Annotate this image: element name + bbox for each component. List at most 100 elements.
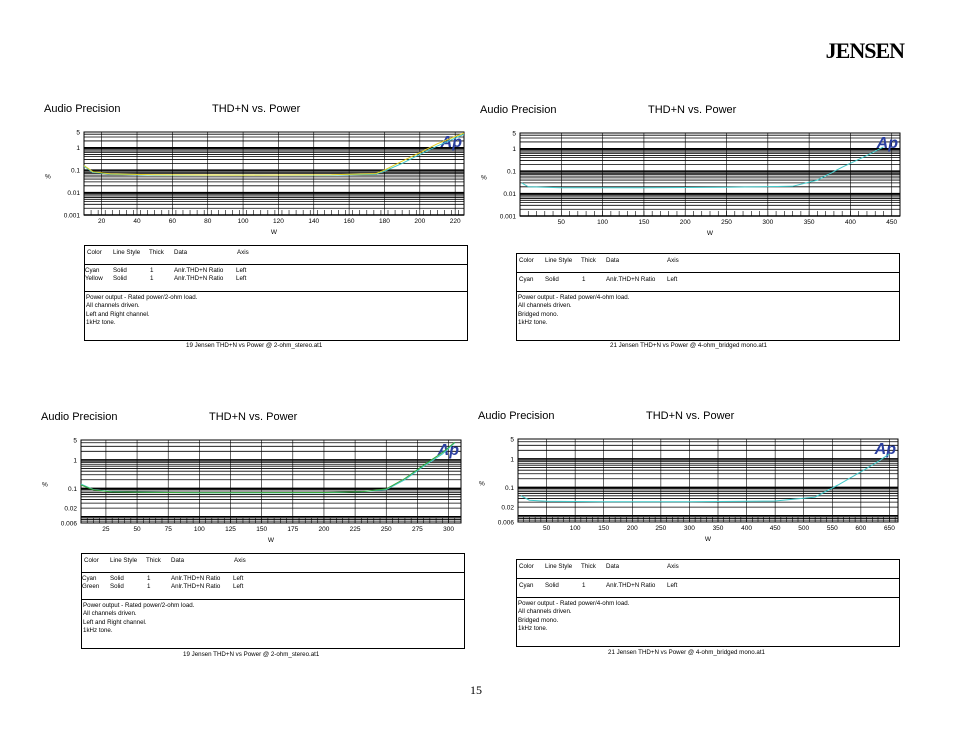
note-line: All channels driven. (83, 610, 137, 617)
legend-col-style: Line Style (113, 249, 141, 256)
x-tick-label: 200 (414, 218, 425, 225)
y-axis-label: % (479, 481, 485, 488)
y-axis-label: % (42, 482, 48, 489)
note-line: Left and Right channel. (83, 619, 147, 626)
note-line: All channels driven. (518, 608, 572, 615)
x-tick-label: 50 (133, 526, 141, 533)
legend-cell: 1 (150, 267, 154, 274)
legend-cell: Anlr.THD+N Ratio (174, 275, 224, 282)
legend-rows: Cyan Solid 1 Anlr.THD+N Ratio Left Green… (82, 573, 464, 600)
legend-col-thick: Thick (581, 257, 596, 264)
note-line: Power output - Rated power/2-ohm load. (83, 602, 195, 609)
x-tick-label: 175 (287, 526, 298, 533)
y-axis-label: % (45, 174, 51, 181)
y-tick-label: 5 (510, 437, 514, 444)
legend-notes: Power output - Rated power/4-ohm load. A… (517, 598, 899, 646)
y-tick-label: 0.02 (64, 506, 77, 513)
legend-cell: Solid (110, 583, 124, 590)
legend-cell: Left (667, 276, 678, 283)
file-footer: 21 Jensen THD+N vs Power @ 4-ohm_bridged… (610, 342, 767, 349)
series-line-cyan (520, 453, 890, 503)
note-line: 1kHz tone. (86, 319, 116, 326)
file-footer: 21 Jensen THD+N vs Power @ 4-ohm_bridged… (608, 649, 765, 656)
note-line: Bridged mono. (518, 311, 559, 318)
x-tick-label: 60 (169, 218, 177, 225)
x-tick-label: 80 (204, 218, 212, 225)
legend-rows: Cyan Solid 1 Anlr.THD+N Ratio Left (517, 273, 899, 292)
x-axis-label: W (271, 229, 278, 236)
legend-rows: Cyan Solid 1 Anlr.THD+N Ratio Left Yello… (85, 265, 467, 292)
legend-col-style: Line Style (110, 557, 138, 564)
x-tick-label: 75 (165, 526, 173, 533)
ap-logo-icon: Ap (437, 442, 460, 459)
x-tick-label: 300 (684, 525, 695, 532)
legend-cell: 1 (150, 275, 154, 282)
thd-chart-1: 0.001 0.01 0.1 1 5 20 40 60 80 100 120 140 160 180 200… (45, 130, 465, 236)
y-tick-label: 0.006 (498, 520, 515, 527)
legend-col-thick: Thick (581, 563, 596, 570)
x-tick-label: 220 (450, 218, 461, 225)
x-tick-label: 250 (381, 526, 392, 533)
x-tick-label: 400 (741, 525, 752, 532)
legend-cell: Left (236, 267, 247, 274)
series-line-yellow (83, 132, 465, 176)
chart-panel-1: Audio Precision THD+N vs. Power 0.001 0.0… (40, 100, 470, 400)
legend-box: Color Line Style Thick Data Axis Cyan So… (84, 245, 468, 341)
x-tick-label: 350 (804, 219, 815, 226)
legend-cell: Cyan (519, 582, 534, 589)
x-tick-label: 450 (770, 525, 781, 532)
legend-header: Color Line Style Thick Data Axis (517, 254, 899, 273)
audio-precision-label: Audio Precision (44, 103, 121, 115)
chart-title: THD+N vs. Power (646, 410, 735, 422)
legend-cell: Solid (545, 582, 559, 589)
x-tick-label: 250 (721, 219, 732, 226)
x-tick-label: 550 (827, 525, 838, 532)
series-line-cyan (521, 146, 884, 189)
chart-title: THD+N vs. Power (648, 104, 737, 116)
legend-cell: Anlr.THD+N Ratio (171, 575, 221, 582)
note-line: Bridged mono. (518, 617, 559, 624)
legend-header: Color Line Style Thick Data Axis (85, 246, 467, 265)
legend-notes: Power output - Rated power/2-ohm load. A… (85, 292, 467, 340)
legend-cell: Cyan (519, 276, 534, 283)
x-tick-label: 40 (133, 218, 141, 225)
y-tick-label: 1 (73, 457, 77, 464)
plot-frame (519, 132, 901, 217)
thd-chart-3: 0.006 0.02 0.1 1 5 25 50 75 100 125 150 175 200 225 25… (42, 438, 462, 544)
legend-cell: Left (667, 582, 678, 589)
x-tick-label: 25 (102, 526, 110, 533)
y-tick-label: 5 (73, 438, 77, 445)
y-tick-label: 0.1 (507, 169, 516, 176)
audio-precision-label: Audio Precision (478, 410, 555, 422)
legend-col-color: Color (519, 563, 534, 570)
x-tick-label: 225 (350, 526, 361, 533)
y-tick-label: 1 (510, 456, 514, 463)
legend-col-axis: Axis (234, 557, 246, 564)
chart-title: THD+N vs. Power (209, 411, 298, 423)
x-tick-label: 600 (855, 525, 866, 532)
legend-col-axis: Axis (237, 249, 249, 256)
brand-logo: JENSEN (825, 38, 905, 63)
legend-col-axis: Axis (667, 563, 679, 570)
legend-col-data: Data (606, 563, 620, 570)
y-tick-label: 1 (76, 145, 80, 152)
note-line: 1kHz tone. (83, 627, 113, 634)
legend-cell: Solid (545, 276, 559, 283)
note-line: Power output - Rated power/2-ohm load. (86, 294, 198, 301)
note-line: All channels driven. (86, 302, 140, 309)
y-tick-label: 0.01 (67, 190, 80, 197)
legend-col-style: Line Style (545, 563, 573, 570)
legend-cell: Solid (110, 575, 124, 582)
legend-col-data: Data (174, 249, 188, 256)
y-tick-label: 0.006 (61, 521, 78, 528)
y-tick-label: 1 (512, 146, 516, 153)
x-axis-label: W (707, 230, 714, 237)
x-tick-label: 140 (308, 218, 319, 225)
legend-col-data: Data (606, 257, 620, 264)
x-tick-label: 50 (558, 219, 566, 226)
x-axis-label: W (268, 537, 275, 544)
legend-cell: Solid (113, 267, 127, 274)
legend-col-style: Line Style (545, 257, 573, 264)
chart-title: THD+N vs. Power (212, 103, 301, 115)
legend-cell: 1 (147, 583, 151, 590)
